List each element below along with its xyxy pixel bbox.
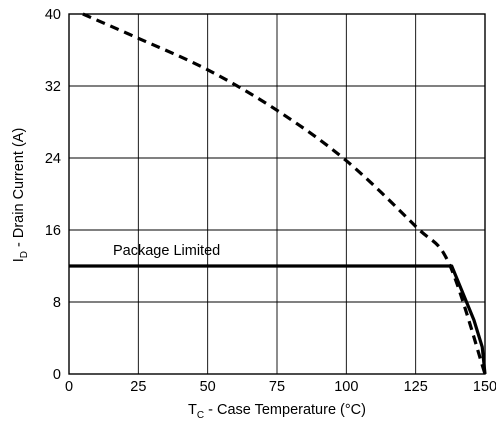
y-tick-label-40: 40 (45, 7, 61, 23)
x-tick-label-25: 25 (130, 379, 146, 395)
x-tick-label-150: 150 (473, 379, 496, 395)
x-axis-label-rest: - Case Temperature (°C) (204, 402, 366, 418)
x-tick-label-50: 50 (200, 379, 216, 395)
x-tick-label-125: 125 (404, 379, 428, 395)
series-group (69, 12, 487, 375)
y-tick-label-16: 16 (45, 223, 61, 239)
tick-labels: 0 25 50 75 100 125 150 0 8 16 24 32 40 (45, 7, 496, 395)
x-axis-label-sub: C (197, 410, 204, 421)
x-axis-label-main: T (188, 402, 197, 418)
x-tick-label-100: 100 (334, 379, 358, 395)
y-axis-label-sub: D (19, 251, 30, 258)
y-tick-label-32: 32 (45, 79, 61, 95)
y-axis-label-rest: - Drain Current (A) (11, 128, 27, 251)
dashed-series-line (82, 12, 487, 375)
y-axis-label-main: I (11, 258, 27, 262)
y-tick-label-24: 24 (45, 151, 61, 167)
x-axis-label: TC - Case Temperature (°C) (188, 402, 366, 421)
x-tick-label-0: 0 (65, 379, 73, 395)
y-axis-label: ID - Drain Current (A) (11, 128, 30, 263)
grid (68, 13, 486, 375)
y-tick-label-8: 8 (53, 295, 61, 311)
plot-area-frame (68, 13, 486, 375)
y-tick-label-0: 0 (53, 367, 61, 383)
solid-series-line (69, 264, 487, 375)
package-limited-annotation: Package Limited (113, 243, 220, 259)
x-tick-label-75: 75 (269, 379, 285, 395)
